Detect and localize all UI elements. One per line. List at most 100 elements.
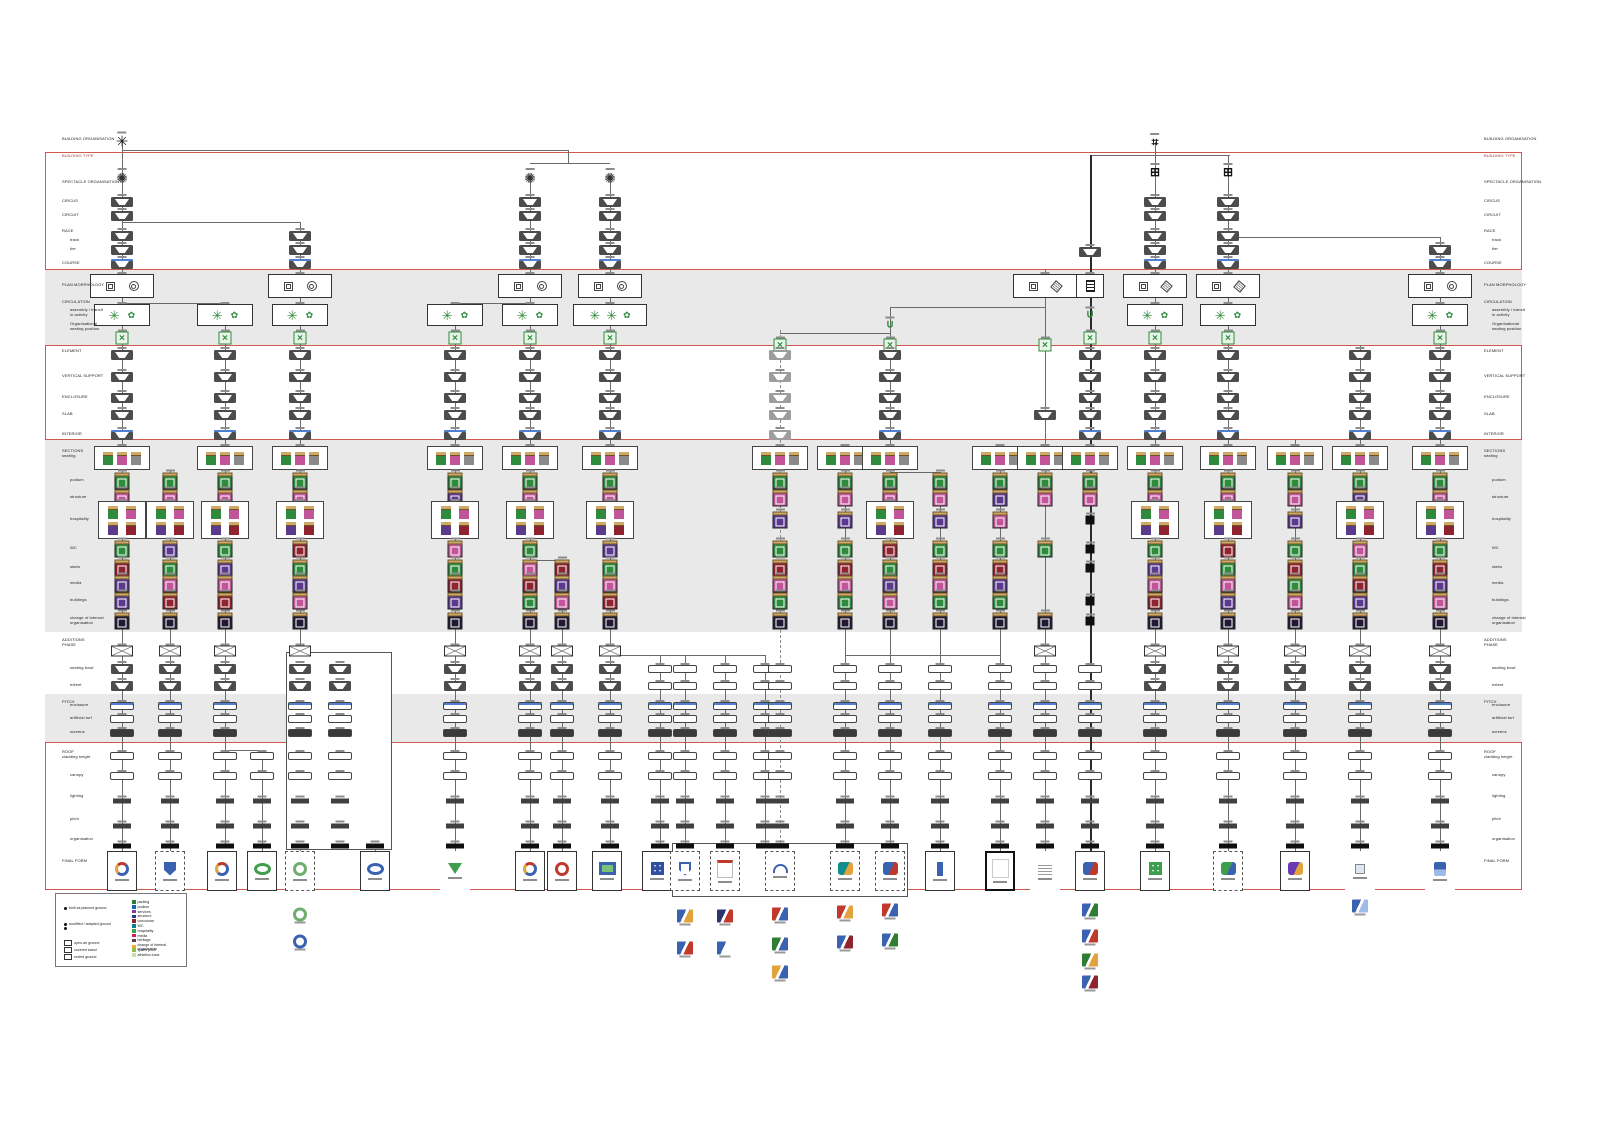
- programme-node: [602, 609, 618, 630]
- node-caption: [605, 726, 615, 729]
- node-caption: [450, 556, 460, 558]
- status-bar-node: [331, 840, 349, 849]
- connector-vertical: [568, 150, 569, 163]
- machine-roof: [882, 592, 898, 597]
- node-caption: [335, 726, 345, 729]
- final-plan-glyph: [1082, 862, 1098, 875]
- node-caption: [840, 749, 850, 752]
- node-caption: [450, 572, 460, 574]
- node-caption: [1435, 589, 1445, 591]
- node-caption: [1150, 193, 1160, 196]
- row-label-right: ELEMENT: [1484, 348, 1504, 353]
- node-caption: [1435, 660, 1445, 663]
- row-label-right: WC: [1492, 545, 1499, 550]
- expansion-node: [1284, 643, 1306, 657]
- node-caption: [1435, 486, 1445, 488]
- node-caption: [840, 556, 850, 558]
- section-node: [444, 406, 466, 420]
- programme-node: [217, 537, 233, 558]
- row-label-left: CIRCUS: [62, 198, 78, 203]
- radial-plan-glyph: ✺: [604, 170, 616, 186]
- node-caption: [525, 426, 535, 429]
- node-caption: [840, 572, 850, 574]
- node-caption: [1435, 699, 1445, 702]
- legend-marker-label: modified / adapted ground: [69, 922, 111, 926]
- section-node: [1429, 368, 1451, 382]
- mini-machine: [1009, 451, 1019, 465]
- final-plan-glyph: [215, 861, 229, 876]
- related-plan-figure: [1082, 929, 1098, 946]
- row-label-right: tier: [1492, 246, 1498, 251]
- section-node: [444, 426, 466, 440]
- section-node: [1079, 346, 1101, 360]
- node-caption: [1150, 589, 1160, 591]
- node-caption: [655, 726, 665, 729]
- node-caption: [295, 589, 305, 591]
- node-caption: [655, 679, 665, 682]
- section-node: [1144, 660, 1166, 674]
- node-caption: [840, 840, 850, 842]
- programme-group-box: [506, 498, 554, 539]
- phase-node: [1348, 712, 1372, 723]
- node-caption: [885, 469, 895, 471]
- programme-group-box: [1412, 443, 1468, 470]
- node-caption: [1150, 241, 1160, 244]
- programme-node: [162, 609, 178, 630]
- phase-node: [928, 662, 952, 673]
- machine-roof: [1287, 489, 1303, 494]
- node-caption: [1150, 255, 1160, 258]
- status-bar-node: [1036, 840, 1054, 849]
- node-caption: [450, 699, 460, 702]
- node-caption: [605, 329, 615, 331]
- node-caption: [1355, 537, 1365, 539]
- node-caption: [680, 795, 690, 797]
- phase-node: [443, 712, 467, 723]
- machine-roof: [1352, 592, 1368, 597]
- node-caption: [1150, 406, 1160, 409]
- node-caption: [605, 301, 615, 304]
- machine-roof: [602, 612, 618, 617]
- programme-node: [217, 589, 233, 610]
- section-node: [1429, 660, 1451, 674]
- phase-node: [1216, 749, 1240, 760]
- node-caption: [525, 660, 535, 663]
- programme-node: [882, 537, 898, 558]
- section-node: [519, 193, 541, 207]
- machine-roof: [162, 592, 178, 597]
- radial-plan-icon: ✳: [116, 131, 128, 150]
- machine-roof: [114, 592, 130, 597]
- node-caption: [1355, 726, 1365, 729]
- legend-color-label: hospitality: [137, 928, 154, 933]
- mini-machine: [459, 505, 469, 519]
- node-caption: [1290, 699, 1300, 702]
- node-caption: [117, 677, 127, 680]
- machine-body: [1432, 616, 1448, 630]
- node-caption: [1150, 469, 1160, 471]
- status-bar-node: [553, 840, 571, 849]
- machine-roof: [1352, 540, 1368, 545]
- figure-caption: [1354, 913, 1366, 916]
- row-label-right: structure: [1492, 494, 1509, 499]
- grid-plan-icon: ⌗: [1150, 132, 1160, 148]
- connector-horizontal: [530, 560, 562, 561]
- status-bar-node: [521, 840, 539, 849]
- programme-node: [602, 537, 618, 558]
- radial-plan-icon: [1446, 281, 1457, 291]
- mini-machine: [1341, 451, 1351, 465]
- plan-cross-glyph: ✕: [1151, 333, 1159, 343]
- mini-machine: [1054, 451, 1064, 465]
- node-caption: [117, 241, 127, 244]
- section-node: [1144, 255, 1166, 269]
- circular-layout-glyph: ✿: [1445, 309, 1454, 320]
- node-caption: [335, 749, 345, 752]
- status-bar-node: [553, 820, 571, 829]
- machine-body: [162, 596, 178, 610]
- machine-roof: [292, 540, 308, 545]
- phase-node: [988, 679, 1012, 690]
- section-node: [1144, 426, 1166, 440]
- status-bar-node: [756, 795, 774, 804]
- legend-color-swatch: [132, 933, 136, 938]
- final-plan-glyph: [650, 862, 664, 875]
- mini-machine: [1426, 505, 1436, 519]
- machine-body: [1147, 544, 1163, 558]
